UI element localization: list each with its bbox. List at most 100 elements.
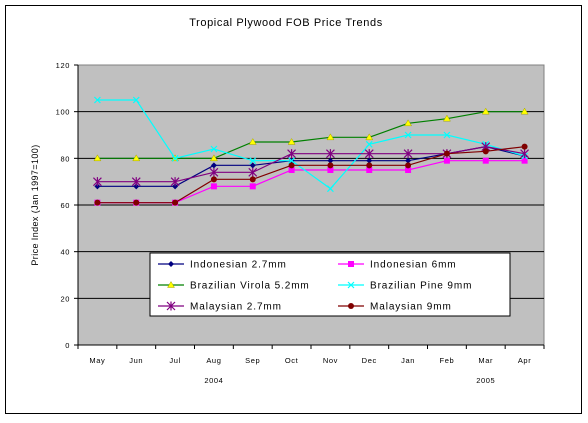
x-tick-label: Dec — [362, 356, 377, 365]
x-tick-label: Jun — [129, 356, 143, 365]
data-point — [404, 119, 413, 127]
data-point — [365, 133, 374, 141]
data-point — [167, 281, 175, 288]
data-point — [326, 185, 334, 193]
data-point — [132, 96, 140, 104]
legend-label: Malaysian 2.7mm — [190, 302, 282, 313]
series — [94, 143, 528, 206]
data-point — [133, 199, 140, 206]
data-point — [93, 154, 102, 162]
y-tick-label: 20 — [60, 294, 70, 303]
data-point — [403, 149, 413, 159]
data-point — [210, 183, 217, 190]
year-label: 2004 — [204, 376, 223, 385]
data-point — [405, 162, 412, 169]
x-tick-label: Mar — [478, 356, 493, 365]
y-tick-label: 80 — [60, 154, 70, 163]
series-line — [97, 111, 525, 159]
data-point — [288, 157, 296, 165]
data-point — [210, 162, 217, 169]
data-point — [520, 149, 530, 159]
chart-title: Tropical Plywood FOB Price Trends — [189, 17, 383, 29]
data-point — [327, 157, 334, 164]
data-point — [92, 177, 102, 187]
data-point — [347, 281, 355, 289]
data-point — [168, 261, 174, 267]
y-axis-title: Price Index (Jan 1997=100) — [30, 144, 40, 265]
data-point — [172, 183, 179, 190]
data-point — [481, 107, 490, 115]
data-point — [210, 176, 217, 183]
legend-entry: Malaysian 9mm — [338, 302, 452, 313]
y-tick-label: 60 — [60, 201, 70, 210]
data-point — [348, 303, 354, 309]
data-point — [520, 107, 529, 115]
data-point — [248, 138, 257, 145]
legend-entry: Brazilian Pine 9mm — [338, 281, 472, 292]
data-point — [442, 114, 451, 122]
legend-label: Brazilian Pine 9mm — [370, 281, 472, 292]
data-point — [94, 199, 101, 206]
data-point — [348, 261, 354, 267]
data-point — [172, 199, 179, 206]
legend-entry: Malaysian 2.7mm — [158, 301, 282, 313]
data-point — [209, 154, 218, 162]
data-point — [249, 157, 257, 165]
x-tick-label: Jul — [169, 356, 180, 365]
data-point — [404, 131, 412, 139]
data-point — [131, 177, 141, 187]
x-tick-label: Feb — [440, 356, 455, 365]
data-point — [288, 167, 295, 173]
data-point — [132, 154, 141, 162]
data-point — [405, 167, 412, 173]
series — [92, 142, 530, 187]
data-point — [249, 162, 256, 169]
y-tick-label: 0 — [65, 341, 70, 350]
data-point — [327, 162, 334, 169]
y-tick-label: 40 — [60, 248, 70, 257]
data-point — [94, 183, 101, 190]
x-tick-label: Jan — [401, 356, 415, 365]
series-layer — [92, 96, 530, 206]
data-point — [327, 167, 334, 173]
y-axis: 0 20 40 60 80 100 120 — [56, 61, 79, 350]
legend-label: Malaysian 9mm — [370, 302, 452, 313]
data-point — [443, 131, 451, 139]
data-point — [209, 167, 219, 177]
series — [93, 96, 529, 193]
x-tick-label: Oct — [285, 356, 299, 365]
series-line — [97, 99, 525, 190]
legend-entry: Brazilian Virola 5.2mm — [158, 281, 309, 292]
data-point — [171, 154, 179, 162]
data-point — [166, 301, 176, 311]
data-point — [93, 96, 101, 104]
series-line — [97, 146, 525, 204]
data-point — [210, 145, 218, 153]
y-tick-label: 100 — [56, 108, 70, 117]
x-tick-label: Sep — [245, 356, 260, 365]
data-point — [248, 167, 258, 177]
x-tick-label: Apr — [518, 356, 531, 365]
data-point — [170, 177, 180, 187]
series-line — [97, 146, 525, 183]
data-point — [521, 143, 528, 150]
data-point — [326, 133, 335, 141]
data-point — [443, 150, 450, 157]
y-tick-label: 120 — [56, 61, 70, 70]
x-tick-label: Aug — [206, 356, 221, 365]
data-point — [482, 148, 489, 155]
data-point — [365, 140, 373, 148]
legend-label: Indonesian 6mm — [370, 260, 457, 271]
data-point — [366, 167, 373, 173]
x-tick-label: May — [89, 356, 105, 365]
data-point — [249, 183, 256, 190]
data-point — [364, 149, 374, 159]
legend-entry: Indonesian 2.7mm — [158, 260, 286, 271]
data-point — [288, 162, 295, 169]
legend-box — [149, 252, 511, 317]
year-label: 2005 — [476, 376, 495, 385]
legend: Indonesian 2.7mm Indonesian 6mm Brazilian … — [149, 252, 511, 317]
data-point — [521, 157, 528, 164]
data-point — [325, 149, 335, 159]
legend-entry: Indonesian 6mm — [338, 260, 457, 271]
